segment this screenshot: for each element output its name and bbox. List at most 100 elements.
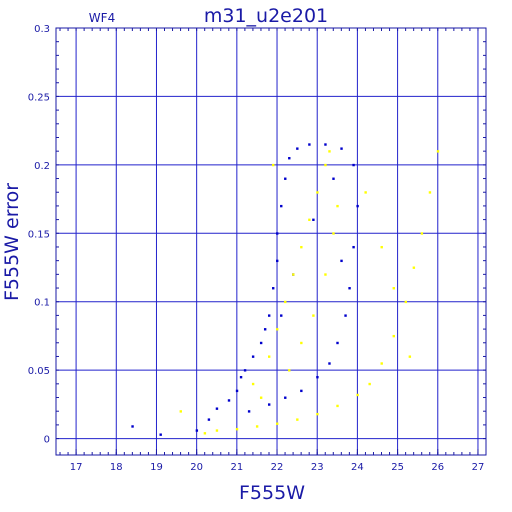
- data-point: [251, 355, 255, 358]
- data-point: [324, 273, 327, 276]
- x-tick-label: 18: [110, 462, 123, 473]
- data-point: [284, 300, 287, 304]
- data-point: [308, 218, 311, 222]
- data-point: [179, 410, 182, 413]
- y-tick-label: 0.15: [28, 229, 50, 240]
- data-point: [408, 355, 412, 358]
- panel-label: WF4: [89, 11, 115, 25]
- data-point: [412, 266, 416, 269]
- data-point: [227, 399, 231, 402]
- data-point: [352, 245, 355, 249]
- data-point: [328, 150, 331, 153]
- data-point: [247, 410, 251, 413]
- data-point: [436, 150, 440, 153]
- data-point: [195, 429, 199, 432]
- x-tick-label: 25: [391, 462, 404, 473]
- data-point: [392, 287, 395, 290]
- data-point: [259, 396, 263, 399]
- data-point: [356, 393, 359, 397]
- x-tick-label: 24: [351, 462, 364, 473]
- data-point: [239, 375, 243, 379]
- data-point: [280, 314, 283, 317]
- data-point: [288, 157, 291, 160]
- data-point: [336, 404, 339, 408]
- data-point: [352, 163, 355, 167]
- data-point: [292, 273, 295, 276]
- data-point: [296, 147, 299, 150]
- ticks: 17 18 19 20 21 22 23 24 25 26 27 0 0.05 0.1 0.15 0.2 0.2…: [28, 24, 487, 473]
- data-point: [336, 204, 339, 208]
- data-point: [235, 389, 239, 393]
- data-point: [284, 396, 287, 399]
- grid: [56, 27, 486, 455]
- y-tick-label: 0.1: [34, 298, 50, 309]
- x-tick-label: 22: [271, 462, 284, 473]
- x-axis-label: F555W: [239, 482, 305, 504]
- data-point: [243, 369, 247, 372]
- x-tick-label: 17: [70, 462, 83, 473]
- x-tick-label: 26: [431, 462, 444, 473]
- data-point: [428, 191, 432, 194]
- data-point: [203, 432, 207, 435]
- x-tick-label: 20: [190, 462, 203, 473]
- data-point: [308, 143, 311, 146]
- data-point: [300, 245, 303, 249]
- x-tick-label: 19: [150, 462, 163, 473]
- data-point: [364, 191, 367, 194]
- data-point: [276, 328, 279, 331]
- data-point: [328, 362, 331, 365]
- data-point: [312, 218, 315, 222]
- data-point: [340, 259, 343, 263]
- data-point: [392, 334, 395, 338]
- series-all-points: [131, 143, 359, 436]
- data-point: [267, 314, 271, 317]
- data-point: [284, 177, 287, 180]
- data-point: [356, 204, 359, 208]
- data-point: [336, 341, 339, 345]
- y-axis-label: F555W error: [1, 183, 23, 301]
- data-point: [404, 300, 408, 304]
- data-point: [316, 412, 319, 416]
- y-tick-label: 0.3: [34, 24, 50, 35]
- data-point: [332, 232, 335, 235]
- data-point: [380, 245, 383, 249]
- data-point: [276, 232, 279, 235]
- data-point: [300, 389, 303, 393]
- data-point: [324, 143, 327, 146]
- y-tick-label: 0.05: [28, 366, 50, 377]
- data-point: [300, 341, 303, 345]
- data-point: [316, 191, 319, 194]
- x-tick-label: 27: [472, 462, 485, 473]
- data-point: [312, 314, 315, 317]
- data-point: [235, 427, 239, 431]
- data-point: [215, 429, 219, 432]
- data-point: [276, 259, 279, 263]
- series-selected-points: [179, 150, 440, 435]
- data-point: [276, 422, 279, 425]
- plot-frame: [55, 27, 487, 456]
- data-point: [368, 382, 371, 386]
- data-point: [420, 232, 424, 235]
- chart-title: m31_u2e201: [204, 5, 328, 27]
- data-point: [251, 382, 255, 386]
- data-point: [207, 418, 211, 421]
- data-point: [263, 328, 267, 331]
- data-point: [255, 425, 259, 428]
- data-point: [348, 287, 351, 290]
- data-point: [316, 375, 319, 379]
- data-point: [340, 147, 343, 150]
- data-point: [324, 163, 327, 167]
- data-point: [288, 369, 291, 372]
- data-point: [280, 204, 283, 208]
- data-point: [267, 403, 271, 406]
- data-point: [131, 425, 134, 428]
- y-tick-label: 0.25: [28, 92, 50, 103]
- x-tick-label: 21: [230, 462, 243, 473]
- data-point: [272, 287, 275, 290]
- y-tick-label: 0.2: [34, 161, 50, 172]
- data-point: [259, 341, 263, 345]
- data-point: [380, 362, 383, 365]
- y-tick-label: 0: [44, 435, 50, 446]
- data-point: [159, 433, 162, 436]
